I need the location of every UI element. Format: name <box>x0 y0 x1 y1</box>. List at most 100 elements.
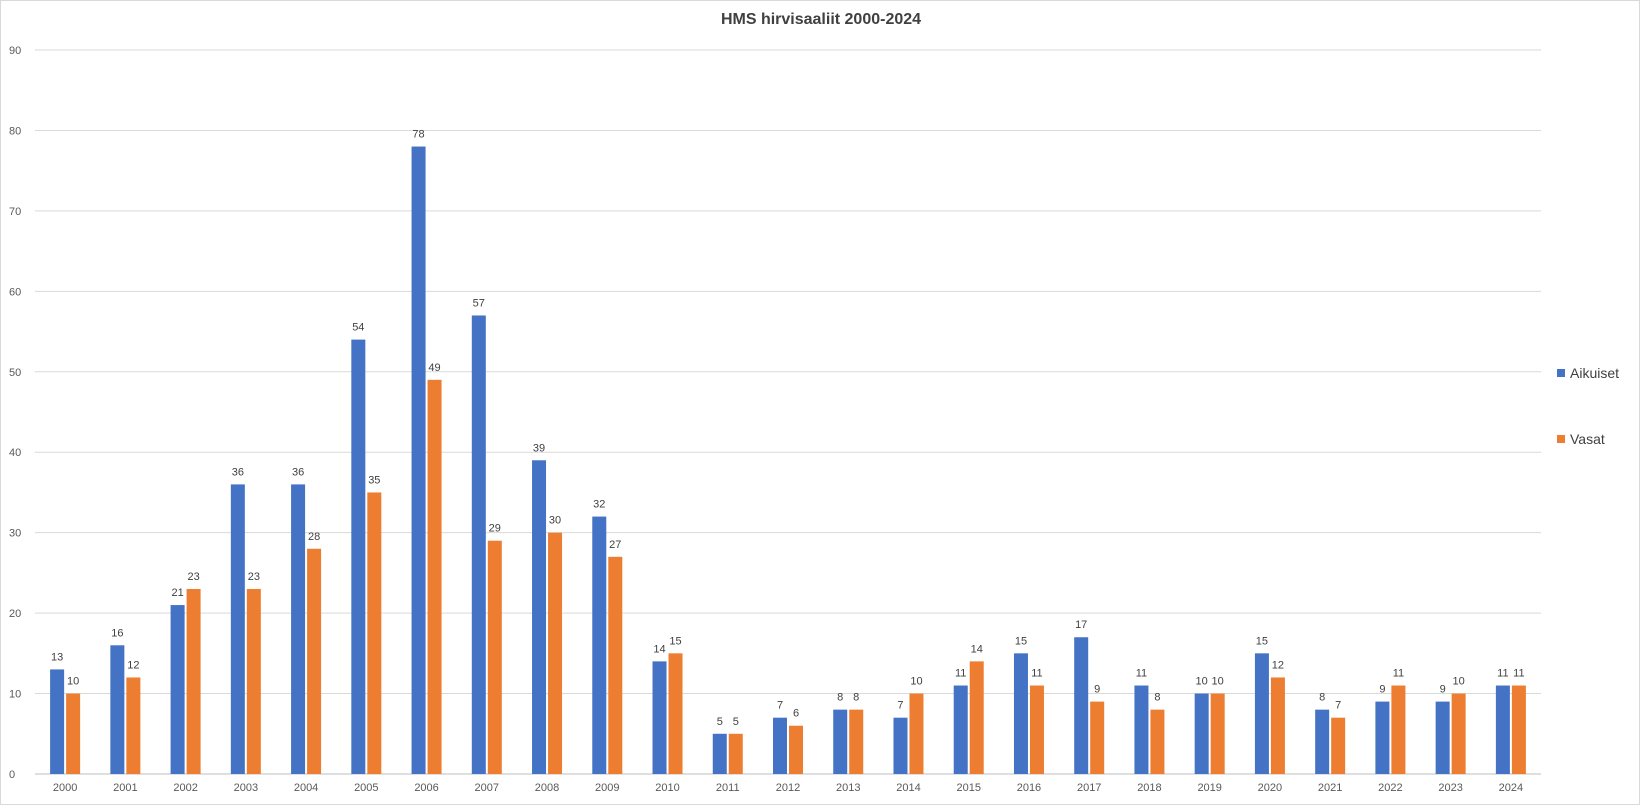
data-label: 78 <box>412 129 424 141</box>
bar-aikuiset-2010 <box>652 661 667 774</box>
legend-swatch <box>1557 369 1565 377</box>
x-tick-label: 2002 <box>173 782 197 794</box>
chart-legend: Aikuiset Vasat <box>1557 363 1619 495</box>
bar-aikuiset-2017 <box>1074 637 1089 774</box>
bar-vasat-2020 <box>1270 677 1285 774</box>
bar-aikuiset-2024 <box>1495 685 1510 774</box>
bars <box>50 146 1526 775</box>
x-tick-label: 2014 <box>896 782 920 794</box>
data-label: 12 <box>127 659 139 671</box>
data-label: 30 <box>549 515 561 527</box>
bar-aikuiset-2001 <box>110 645 125 774</box>
data-label: 8 <box>837 692 843 704</box>
data-label: 14 <box>971 643 983 655</box>
bar-vasat-2019 <box>1210 693 1225 774</box>
data-label: 27 <box>609 539 621 551</box>
y-tick-label: 50 <box>9 367 21 379</box>
bar-vasat-2023 <box>1451 693 1466 774</box>
bar-vasat-2010 <box>668 653 683 774</box>
y-tick-label: 0 <box>9 769 15 781</box>
data-label: 5 <box>717 716 723 728</box>
data-label: 49 <box>428 362 440 374</box>
x-tick-label: 2010 <box>655 782 679 794</box>
bar-aikuiset-2003 <box>230 484 245 774</box>
bar-aikuiset-2014 <box>893 717 908 774</box>
y-tick-label: 30 <box>9 528 21 540</box>
data-label: 57 <box>473 297 485 309</box>
bar-vasat-2011 <box>728 733 743 774</box>
y-tick-label: 80 <box>9 125 21 137</box>
bar-aikuiset-2023 <box>1435 701 1450 774</box>
bar-aikuiset-2018 <box>1134 685 1149 774</box>
x-tick-label: 2004 <box>294 782 318 794</box>
legend-swatch <box>1557 435 1565 443</box>
x-tick-label: 2024 <box>1499 782 1523 794</box>
bar-vasat-2009 <box>608 556 623 774</box>
bar-vasat-2013 <box>849 709 864 774</box>
bar-vasat-2012 <box>789 725 803 774</box>
bar-aikuiset-2008 <box>532 460 547 774</box>
x-tick-label: 2009 <box>595 782 619 794</box>
chart-title: HMS hirvisaaliit 2000-2024 <box>720 11 922 28</box>
x-tick-label: 2013 <box>836 782 860 794</box>
data-label: 21 <box>171 587 183 599</box>
bar-vasat-2017 <box>1090 701 1105 774</box>
data-label: 54 <box>352 322 364 334</box>
bar-aikuiset-2007 <box>471 315 486 774</box>
data-label: 35 <box>368 474 380 486</box>
bar-vasat-2000 <box>66 693 81 774</box>
y-tick-label: 20 <box>9 608 21 620</box>
bar-aikuiset-2020 <box>1254 653 1269 774</box>
bar-aikuiset-2016 <box>1013 653 1028 774</box>
x-tick-label: 2008 <box>535 782 559 794</box>
data-label: 29 <box>489 523 501 535</box>
data-label: 11 <box>955 668 966 680</box>
data-label: 7 <box>777 700 783 712</box>
y-tick-label: 40 <box>9 447 21 459</box>
data-label: 8 <box>1154 692 1160 704</box>
x-tick-label: 2000 <box>53 782 77 794</box>
data-label: 23 <box>248 571 260 583</box>
x-tick-label: 2015 <box>956 782 980 794</box>
x-tick-label: 2023 <box>1438 782 1462 794</box>
x-tick-label: 2020 <box>1258 782 1282 794</box>
data-label: 11 <box>1393 668 1404 680</box>
data-label: 15 <box>669 635 681 647</box>
bar-vasat-2001 <box>126 677 141 774</box>
gridlines <box>35 49 1541 775</box>
x-tick-label: 2003 <box>234 782 258 794</box>
bar-vasat-2008 <box>548 532 563 774</box>
bar-aikuiset-2011 <box>712 733 727 774</box>
legend-item-vasat: Vasat <box>1557 429 1619 449</box>
data-label: 32 <box>593 499 605 511</box>
bar-aikuiset-2012 <box>773 717 787 774</box>
bar-vasat-2021 <box>1331 717 1346 774</box>
bar-aikuiset-2000 <box>50 669 65 774</box>
x-tick-label: 2011 <box>716 782 740 794</box>
y-tick-label: 60 <box>9 286 21 298</box>
data-label: 8 <box>1319 692 1325 704</box>
bar-aikuiset-2006 <box>411 146 426 775</box>
data-label: 15 <box>1256 635 1268 647</box>
x-tick-label: 2001 <box>113 782 137 794</box>
data-label: 5 <box>733 716 739 728</box>
bar-aikuiset-2022 <box>1375 701 1390 774</box>
data-label: 16 <box>111 627 123 639</box>
bar-vasat-2018 <box>1150 709 1165 774</box>
y-tick-label: 90 <box>9 45 21 57</box>
data-label: 14 <box>653 643 665 655</box>
data-label: 11 <box>1513 668 1524 680</box>
x-tick-label: 2018 <box>1137 782 1161 794</box>
bar-vasat-2004 <box>307 548 322 774</box>
data-label: 10 <box>1453 676 1465 688</box>
bar-aikuiset-2021 <box>1315 709 1330 774</box>
x-tick-label: 2006 <box>414 782 438 794</box>
data-label: 7 <box>1335 700 1341 712</box>
legend-label: Aikuiset <box>1570 365 1620 381</box>
data-labels: 1310161221233623362854357849572939303227… <box>51 129 1525 728</box>
data-label: 6 <box>793 708 799 720</box>
bar-vasat-2002 <box>186 588 201 774</box>
data-label: 10 <box>67 676 79 688</box>
data-label: 9 <box>1379 684 1385 696</box>
x-tick-label: 2005 <box>354 782 378 794</box>
